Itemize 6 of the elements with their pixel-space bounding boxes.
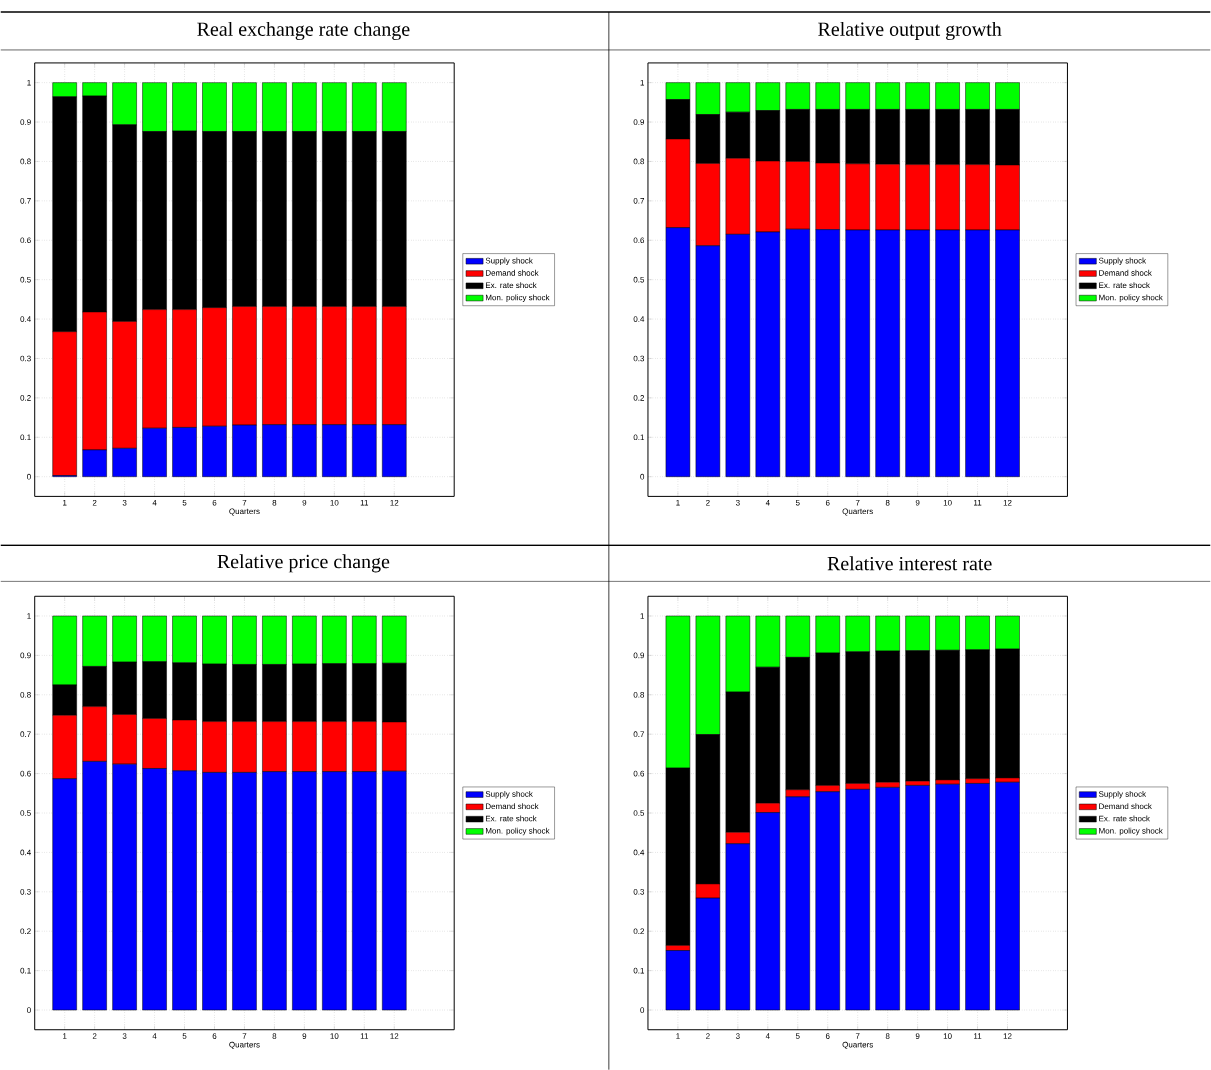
chart-title: Relative output growth — [818, 21, 1002, 40]
bar — [995, 781, 1020, 1011]
chart-title: Relative interest rate — [827, 556, 992, 571]
chart-title: Relative price change — [217, 554, 390, 573]
chart-title: Real exchange rate change — [197, 21, 410, 40]
bar — [935, 783, 960, 1011]
